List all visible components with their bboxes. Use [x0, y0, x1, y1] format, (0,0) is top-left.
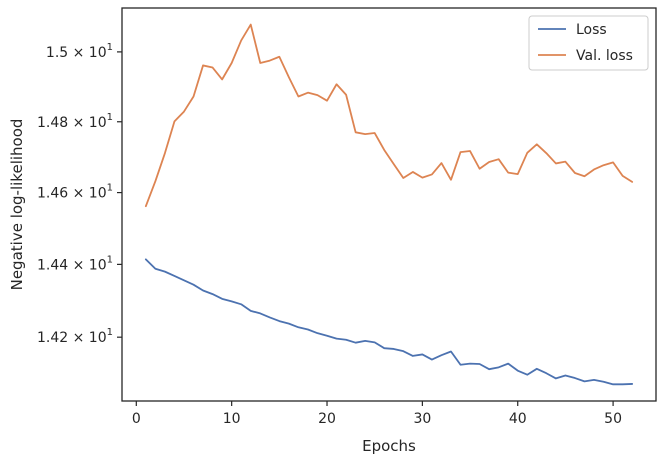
y-tick-label: 1.48 × 101: [37, 112, 113, 131]
x-tick-label: 0: [132, 411, 141, 427]
x-tick-label: 50: [604, 411, 622, 427]
legend-label-val-loss: Val. loss: [576, 48, 633, 64]
x-tick-label: 10: [223, 411, 241, 427]
y-tick-label: 1.42 × 101: [37, 327, 113, 346]
x-tick-label: 40: [509, 411, 527, 427]
x-tick-label: 30: [413, 411, 431, 427]
y-tick-label: 1.44 × 101: [37, 254, 113, 273]
y-axis-ticks: 1.42 × 101 1.44 × 101 1.46 × 101 1.48 × 101…: [37, 42, 122, 346]
y-tick-label: 1.46 × 101: [37, 183, 113, 202]
x-tick-label: 20: [318, 411, 336, 427]
y-tick-label: 1.5 × 101: [46, 42, 113, 61]
x-axis-label: Epochs: [362, 437, 416, 455]
series-line-loss: [144, 258, 634, 386]
y-axis-label: Negative log-likelihood: [8, 119, 26, 291]
legend: Loss Val. loss: [528, 15, 649, 71]
series-line-val-loss: [144, 23, 634, 208]
axes-frame: [121, 7, 657, 402]
series-lines: [144, 23, 634, 386]
legend-label-loss: Loss: [576, 22, 607, 38]
x-axis-ticks: 0 10 20 30 40 50: [132, 401, 622, 427]
